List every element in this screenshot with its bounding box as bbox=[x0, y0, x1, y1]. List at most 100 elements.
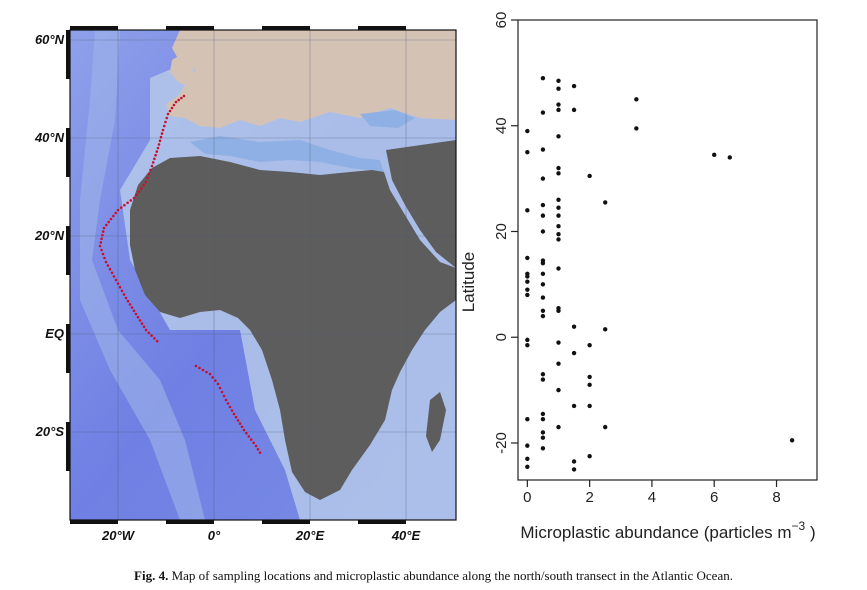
track-point bbox=[146, 176, 149, 180]
x-axis-label-main: Microplastic abundance (particles m bbox=[520, 523, 791, 542]
track-point bbox=[166, 112, 170, 116]
track-point bbox=[238, 422, 242, 425]
track-point bbox=[110, 271, 114, 275]
track-point bbox=[154, 153, 157, 157]
track-point bbox=[114, 278, 118, 282]
data-point bbox=[540, 202, 546, 208]
track-point bbox=[254, 444, 258, 448]
track-point bbox=[249, 438, 253, 441]
track-point bbox=[144, 180, 148, 184]
track-point bbox=[109, 217, 113, 221]
track-point bbox=[211, 376, 214, 379]
africa-landmass bbox=[130, 156, 456, 500]
data-point bbox=[540, 411, 546, 417]
track-point bbox=[162, 124, 166, 128]
track-point bbox=[138, 319, 142, 322]
data-point bbox=[556, 107, 561, 113]
x-tick-label: 8 bbox=[772, 489, 780, 506]
track-point bbox=[201, 368, 205, 372]
track-point bbox=[194, 364, 198, 368]
figure: 60°N 40°N 20°N EQ 20°S 20°W 0° 20°E 40°E… bbox=[34, 12, 818, 543]
track-point bbox=[123, 203, 126, 207]
data-point bbox=[540, 75, 546, 81]
track-point bbox=[153, 337, 156, 340]
data-point bbox=[556, 231, 561, 237]
x-axis: 0 2 4 6 8 bbox=[523, 480, 781, 506]
data-point bbox=[525, 292, 530, 298]
data-point bbox=[556, 78, 561, 84]
x-axis-label-superscript: −3 bbox=[792, 519, 806, 533]
lon-label-20w: 20°W bbox=[101, 528, 136, 543]
track-point bbox=[218, 386, 222, 390]
track-point bbox=[124, 296, 128, 300]
track-point bbox=[116, 282, 120, 285]
track-point bbox=[132, 309, 136, 313]
track-point bbox=[170, 106, 174, 110]
y-tick-label: 60 bbox=[493, 12, 510, 29]
track-point bbox=[140, 322, 144, 325]
map-panel: 60°N 40°N 20°N EQ 20°S 20°W 0° 20°E 40°E bbox=[34, 26, 457, 543]
x-tick-label: 0 bbox=[523, 489, 531, 506]
y-tick-label: 20 bbox=[493, 223, 510, 240]
track-point bbox=[130, 306, 134, 309]
data-point bbox=[540, 261, 546, 266]
track-point bbox=[118, 285, 122, 289]
track-point bbox=[126, 299, 130, 303]
data-point bbox=[556, 266, 561, 271]
data-point bbox=[540, 229, 546, 234]
track-point bbox=[99, 241, 103, 244]
lat-label-60n: 60°N bbox=[35, 32, 65, 47]
data-point bbox=[556, 361, 561, 366]
track-point bbox=[112, 275, 116, 278]
caption-text: Map of sampling locations and microplast… bbox=[168, 568, 733, 583]
data-point bbox=[556, 197, 561, 202]
track-point bbox=[236, 419, 240, 422]
figure-caption: Fig. 4. Map of sampling locations and mi… bbox=[0, 568, 867, 584]
track-point bbox=[104, 260, 108, 264]
sampling-track bbox=[98, 94, 262, 454]
data-point bbox=[556, 237, 561, 242]
track-point bbox=[134, 312, 138, 316]
track-point bbox=[168, 109, 172, 113]
track-point bbox=[101, 252, 105, 256]
data-point bbox=[556, 213, 561, 218]
data-point bbox=[540, 313, 546, 319]
data-point bbox=[587, 374, 592, 380]
track-point bbox=[214, 379, 217, 382]
data-point bbox=[540, 446, 546, 451]
data-point bbox=[540, 430, 546, 435]
y-axis: -20 0 20 40 60 bbox=[493, 12, 518, 454]
data-point bbox=[571, 350, 577, 356]
track-point bbox=[159, 135, 163, 139]
track-point bbox=[108, 267, 112, 271]
track-point bbox=[100, 248, 103, 252]
data-point bbox=[525, 208, 530, 213]
mediterranean-sea bbox=[190, 136, 384, 172]
track-point bbox=[177, 98, 180, 102]
track-point bbox=[114, 211, 117, 215]
y-tick-label: 40 bbox=[493, 117, 510, 134]
x-axis-label: Microplastic abundance (particles m−3 ) bbox=[520, 519, 815, 542]
track-point bbox=[103, 256, 106, 260]
data-point bbox=[540, 110, 546, 115]
track-point bbox=[147, 331, 151, 335]
track-point bbox=[256, 448, 260, 451]
track-point bbox=[228, 405, 232, 409]
track-point bbox=[247, 435, 251, 438]
lat-label-eq: EQ bbox=[45, 326, 64, 341]
data-point bbox=[556, 224, 561, 229]
data-point bbox=[525, 464, 530, 469]
data-point bbox=[540, 282, 546, 287]
track-point bbox=[100, 237, 103, 241]
data-point bbox=[634, 97, 639, 102]
lon-label-0: 0° bbox=[208, 528, 221, 543]
data-point bbox=[525, 337, 530, 343]
track-point bbox=[157, 143, 161, 146]
data-point bbox=[525, 149, 530, 155]
plot-frame bbox=[517, 19, 818, 481]
track-point bbox=[158, 139, 162, 143]
track-point bbox=[98, 244, 102, 248]
data-point bbox=[571, 467, 577, 472]
data-point bbox=[540, 147, 546, 152]
track-point bbox=[252, 441, 255, 445]
